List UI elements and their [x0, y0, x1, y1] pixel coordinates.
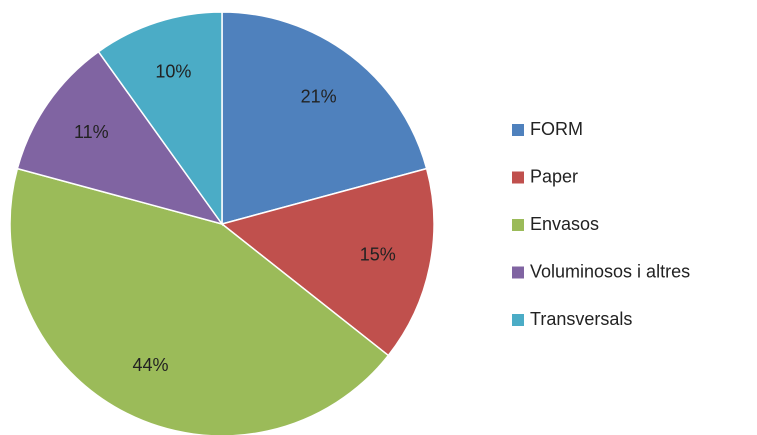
data-label: 15% — [360, 245, 396, 265]
legend-swatch — [512, 219, 524, 231]
legend-swatch — [512, 266, 524, 279]
legend-label: Paper — [530, 166, 578, 186]
pie-slice — [9, 167, 390, 435]
data-label: 11% — [74, 122, 109, 142]
data-label: 21% — [301, 86, 337, 106]
pie-slice — [16, 50, 224, 226]
legend-label: FORM — [530, 119, 583, 139]
data-label: 44% — [132, 355, 168, 375]
pie-slice — [221, 11, 428, 225]
pie-slice — [97, 11, 223, 227]
legend-swatch — [512, 124, 524, 136]
data-label: 10% — [155, 61, 191, 81]
legend-label: Transversals — [530, 309, 632, 329]
legend-label: Envasos — [530, 214, 599, 234]
legend-swatch — [512, 314, 524, 326]
legend-swatch — [512, 171, 524, 184]
legend-label: Voluminosos i altres — [530, 261, 690, 281]
pie-slice — [220, 167, 435, 357]
